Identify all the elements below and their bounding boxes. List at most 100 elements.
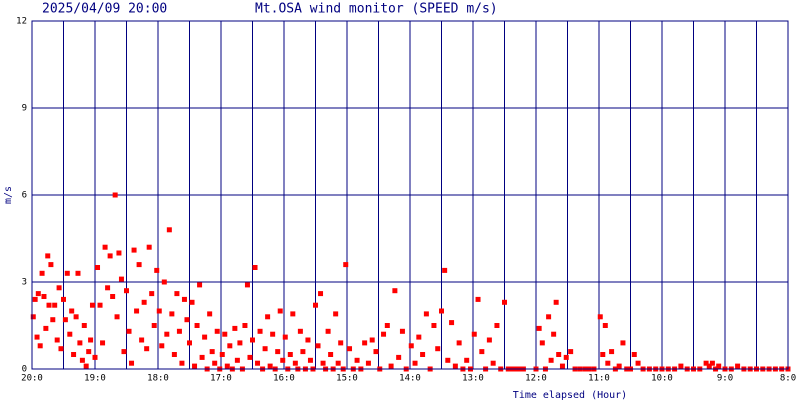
x-tick-label: 9:0 <box>717 374 733 384</box>
data-point <box>81 323 87 328</box>
data-point <box>388 363 394 369</box>
data-point <box>471 331 477 337</box>
data-point <box>102 244 108 250</box>
data-point <box>95 265 101 270</box>
data-point <box>151 323 157 328</box>
data-point <box>490 360 496 366</box>
data-point <box>315 343 321 349</box>
data-point <box>553 299 559 305</box>
data-point <box>568 349 574 355</box>
data-point <box>435 346 441 352</box>
data-point <box>502 299 507 305</box>
data-point <box>267 363 273 369</box>
data-point <box>616 363 622 369</box>
data-point <box>452 363 458 369</box>
data-point <box>287 352 293 357</box>
data-point <box>37 343 43 349</box>
x-tick-label: 20:0 <box>21 374 43 384</box>
y-axis-label: m/s <box>3 186 14 204</box>
x-tick-label: 8:0 <box>780 374 796 384</box>
data-point <box>479 349 485 355</box>
data-point <box>77 340 83 346</box>
data-point <box>635 360 641 366</box>
data-point <box>365 360 371 366</box>
data-point <box>67 331 73 337</box>
data-point <box>88 337 94 343</box>
data-point <box>475 296 481 302</box>
data-point <box>212 360 218 366</box>
data-point <box>546 314 552 320</box>
data-point <box>456 340 462 346</box>
data-point <box>32 296 38 302</box>
data-point <box>297 328 303 334</box>
data-point <box>34 334 40 340</box>
data-point <box>105 285 111 291</box>
data-point <box>408 343 414 349</box>
data-point <box>600 352 606 357</box>
data-point <box>214 328 220 334</box>
data-point <box>116 250 122 256</box>
x-tick-label: 13:0 <box>462 374 484 384</box>
data-point <box>255 360 261 366</box>
data-point <box>536 325 542 331</box>
data-point <box>35 291 41 297</box>
data-point <box>412 360 418 366</box>
data-point <box>161 279 167 285</box>
data-point <box>678 363 684 369</box>
data-point <box>631 352 637 357</box>
data-point <box>121 349 127 355</box>
data-point <box>69 308 75 314</box>
data-point <box>199 354 205 360</box>
data-point <box>56 285 62 291</box>
data-point <box>97 302 103 308</box>
data-point <box>325 328 331 334</box>
y-tick-label: 6 <box>22 191 27 201</box>
data-point <box>75 270 81 276</box>
data-point <box>307 357 313 363</box>
data-point <box>89 302 95 308</box>
data-point <box>392 288 398 294</box>
data-point <box>347 346 353 352</box>
data-point <box>30 314 36 320</box>
data-point <box>92 354 98 360</box>
data-point <box>71 352 77 357</box>
data-point <box>384 323 390 328</box>
data-point <box>250 337 255 343</box>
data-point <box>184 317 190 323</box>
data-point <box>556 352 562 357</box>
data-point <box>54 337 60 343</box>
data-point <box>118 276 124 282</box>
data-point <box>224 363 230 369</box>
x-tick-label: 10:0 <box>651 374 673 384</box>
data-point <box>197 282 203 288</box>
x-tick-label: 12:0 <box>525 374 547 384</box>
data-point <box>171 352 177 357</box>
x-tick-label: 14:0 <box>399 374 421 384</box>
data-point <box>64 270 70 276</box>
data-point <box>110 294 116 299</box>
data-point <box>373 349 379 355</box>
data-point <box>262 346 268 352</box>
x-axis-label: Time elapsed (Hour) <box>513 390 627 400</box>
data-point <box>338 340 344 346</box>
data-point <box>207 311 213 317</box>
data-point <box>114 314 120 320</box>
data-point <box>192 363 198 369</box>
data-point <box>431 323 437 328</box>
data-point <box>52 302 58 308</box>
data-point <box>703 360 709 366</box>
data-point <box>602 323 608 328</box>
data-point <box>112 192 118 198</box>
data-point <box>609 349 615 355</box>
data-point <box>369 337 375 343</box>
data-point <box>179 360 185 366</box>
data-point <box>244 282 250 288</box>
data-point <box>420 352 426 357</box>
data-point <box>136 262 142 268</box>
data-point <box>154 267 160 273</box>
data-point <box>141 299 147 305</box>
x-tick-label: 17:0 <box>210 374 232 384</box>
data-point <box>159 343 165 349</box>
data-point <box>439 308 444 314</box>
